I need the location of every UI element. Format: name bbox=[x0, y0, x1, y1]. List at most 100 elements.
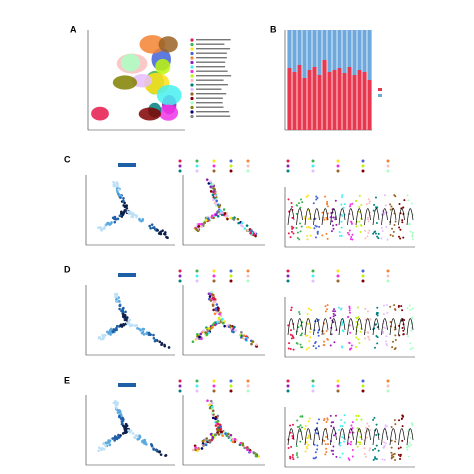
legend-swatch bbox=[361, 279, 365, 283]
cell bbox=[329, 317, 332, 320]
cell bbox=[220, 211, 224, 214]
cell bbox=[351, 233, 354, 236]
cell bbox=[377, 237, 380, 240]
cell bbox=[211, 325, 214, 329]
cell bbox=[398, 202, 401, 205]
cell bbox=[315, 195, 318, 198]
legend-swatch bbox=[190, 69, 194, 74]
legend-text bbox=[196, 115, 231, 117]
cell bbox=[254, 454, 258, 458]
cell bbox=[243, 227, 247, 230]
cell bbox=[393, 348, 396, 351]
cell bbox=[350, 235, 353, 238]
cell bbox=[367, 198, 370, 201]
legend-swatch bbox=[386, 379, 390, 383]
cell bbox=[195, 228, 198, 231]
cell bbox=[389, 233, 392, 236]
cell bbox=[375, 222, 378, 225]
trend bbox=[364, 318, 371, 336]
cell bbox=[225, 434, 229, 437]
bar-segment bbox=[357, 30, 362, 70]
cell bbox=[119, 323, 123, 327]
cell bbox=[299, 206, 302, 209]
cell bbox=[298, 310, 301, 313]
cell bbox=[401, 309, 404, 312]
cell bbox=[239, 441, 243, 445]
cell bbox=[297, 202, 300, 205]
cell bbox=[355, 320, 358, 323]
cell bbox=[356, 306, 359, 309]
cell bbox=[149, 226, 152, 230]
cell bbox=[307, 443, 310, 446]
bar-segment bbox=[362, 72, 367, 130]
trend bbox=[355, 208, 363, 226]
cell bbox=[369, 447, 372, 450]
cell bbox=[205, 218, 208, 222]
trend bbox=[364, 208, 371, 226]
cell bbox=[304, 428, 307, 431]
cell bbox=[217, 210, 220, 214]
cell bbox=[307, 346, 310, 349]
trend bbox=[296, 428, 303, 446]
cell bbox=[290, 445, 293, 448]
legend-swatch bbox=[311, 389, 315, 393]
cell bbox=[357, 338, 360, 341]
legend-swatch bbox=[386, 269, 390, 273]
cell bbox=[191, 448, 195, 452]
legend-swatch bbox=[246, 164, 250, 168]
cell bbox=[358, 220, 361, 223]
cell bbox=[296, 237, 299, 240]
legend-swatch bbox=[311, 274, 315, 278]
panel-label: C bbox=[64, 154, 71, 164]
cell bbox=[322, 344, 325, 347]
legend-swatch bbox=[190, 96, 194, 101]
cell bbox=[201, 440, 205, 443]
cell bbox=[332, 321, 335, 324]
cell bbox=[341, 425, 344, 428]
cell bbox=[200, 447, 204, 450]
cell bbox=[350, 222, 353, 225]
cell bbox=[292, 226, 295, 229]
cell bbox=[116, 182, 120, 186]
cell bbox=[317, 345, 320, 348]
cell bbox=[230, 329, 234, 333]
cell bbox=[306, 238, 309, 241]
legend-text bbox=[196, 52, 227, 54]
cell bbox=[205, 178, 209, 181]
legend-swatch bbox=[229, 279, 233, 283]
cell bbox=[121, 213, 125, 216]
cell bbox=[355, 316, 358, 319]
cell bbox=[108, 443, 112, 447]
cell bbox=[255, 343, 258, 346]
legend-text bbox=[196, 93, 227, 95]
cell bbox=[339, 456, 342, 459]
cell bbox=[360, 224, 363, 227]
cell bbox=[215, 322, 218, 326]
bar-segment bbox=[307, 30, 312, 70]
cell bbox=[211, 405, 214, 409]
trend bbox=[313, 318, 320, 336]
cell bbox=[383, 304, 386, 307]
cell bbox=[191, 340, 195, 344]
cell bbox=[386, 304, 389, 307]
cell bbox=[402, 236, 405, 239]
cell bbox=[321, 211, 324, 214]
cell bbox=[316, 230, 319, 233]
cell bbox=[108, 440, 111, 443]
cell bbox=[299, 222, 302, 225]
bar-segment bbox=[342, 30, 347, 73]
bar-segment bbox=[302, 30, 307, 78]
legend-swatch bbox=[378, 94, 382, 97]
cell bbox=[207, 182, 211, 185]
cell bbox=[376, 314, 379, 317]
cell bbox=[410, 202, 413, 205]
cell bbox=[240, 334, 244, 338]
cell bbox=[108, 328, 112, 332]
cell bbox=[348, 311, 351, 314]
cell bbox=[300, 332, 303, 335]
cell bbox=[403, 319, 406, 322]
cell bbox=[346, 231, 349, 234]
cell bbox=[364, 455, 367, 458]
bar-segment bbox=[287, 30, 292, 68]
cell bbox=[359, 441, 362, 444]
